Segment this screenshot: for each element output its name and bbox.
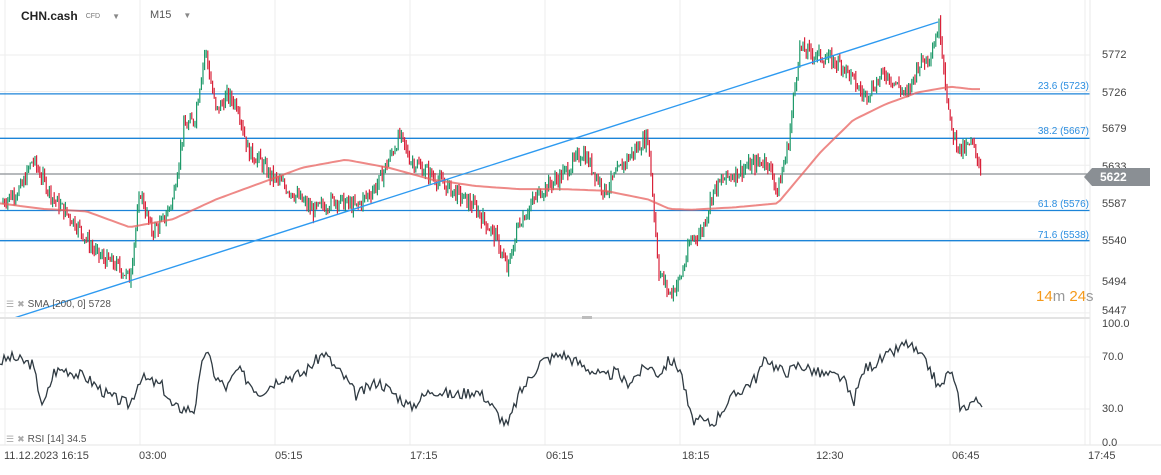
time-tick: 18:15	[682, 450, 710, 462]
sma-line	[0, 85, 980, 228]
countdown-s-unit: s	[1086, 288, 1094, 305]
rsi-tick: 70.0	[1102, 351, 1124, 363]
symbol-type: CFD	[85, 12, 101, 20]
fib-label-38-2: 38.2 (5667)	[1037, 126, 1089, 137]
time-tick: 06:45	[952, 450, 980, 462]
time-tick: 06:15	[546, 450, 574, 462]
price-tick: 5679	[1102, 123, 1127, 135]
current-price-tag: 5622	[1084, 168, 1150, 186]
price-tick: 5772	[1102, 49, 1127, 61]
sma-name: SMA	[27, 299, 50, 310]
rsi-params: [14]	[47, 434, 64, 445]
grid-lines	[0, 0, 1161, 446]
sma-value: 5728	[88, 299, 111, 310]
price-tick: 5540	[1102, 235, 1127, 247]
price-tick: 5447	[1102, 305, 1127, 317]
symbol-name: CHN.cash	[21, 9, 78, 23]
chevron-down-icon: ▼	[183, 10, 192, 20]
rsi-line	[0, 338, 983, 428]
price-tick: 5726	[1102, 87, 1127, 99]
close-icon[interactable]: ✖	[17, 434, 25, 444]
trendline[interactable]	[13, 21, 939, 319]
rsi-name: RSI	[27, 434, 45, 445]
candle-countdown: 14m 24s	[1036, 288, 1094, 305]
price-tick: 5587	[1102, 198, 1127, 210]
chevron-down-icon: ▼	[112, 11, 120, 21]
time-tick: 17:15	[410, 450, 438, 462]
close-icon[interactable]: ✖	[17, 299, 25, 309]
rsi-tick: 0.0	[1102, 437, 1118, 449]
settings-icon[interactable]: ☰	[6, 434, 15, 444]
fib-label-23-6: 23.6 (5723)	[1037, 81, 1089, 92]
pane-resize-handle[interactable]	[582, 316, 592, 319]
sma-params: [200, 0]	[52, 299, 86, 310]
time-tick: 11.12.2023 16:15	[4, 450, 89, 462]
time-tick: 03:00	[139, 450, 167, 462]
candlestick-series	[2, 15, 982, 302]
countdown-m-unit: m	[1052, 288, 1066, 305]
sma-legend: ☰ ✖ SMA [200, 0] 5728	[6, 299, 111, 310]
symbol-selector[interactable]: CHN.cash CFD ▼	[21, 9, 120, 23]
price-tick: 5494	[1102, 276, 1127, 288]
countdown-minutes: 14	[1036, 288, 1053, 305]
rsi-value: 34.5	[66, 434, 87, 445]
timeframe-selector[interactable]: M15 ▼	[150, 9, 191, 21]
fib-label-61-8: 61.8 (5576)	[1037, 199, 1089, 210]
fib-label-71-6: 71.6 (5538)	[1037, 230, 1089, 241]
settings-icon[interactable]: ☰	[6, 299, 15, 309]
timeframe-label: M15	[150, 9, 172, 21]
rsi-legend: ☰ ✖ RSI [14] 34.5	[6, 434, 86, 445]
rsi-tick: 30.0	[1102, 403, 1124, 415]
time-tick: 17:45	[1088, 450, 1116, 462]
time-tick: 12:30	[816, 450, 844, 462]
countdown-seconds: 24	[1069, 288, 1087, 305]
fibonacci-retracement[interactable]	[0, 93, 1090, 242]
rsi-tick: 100.0	[1102, 318, 1130, 330]
time-tick: 05:15	[275, 450, 303, 462]
